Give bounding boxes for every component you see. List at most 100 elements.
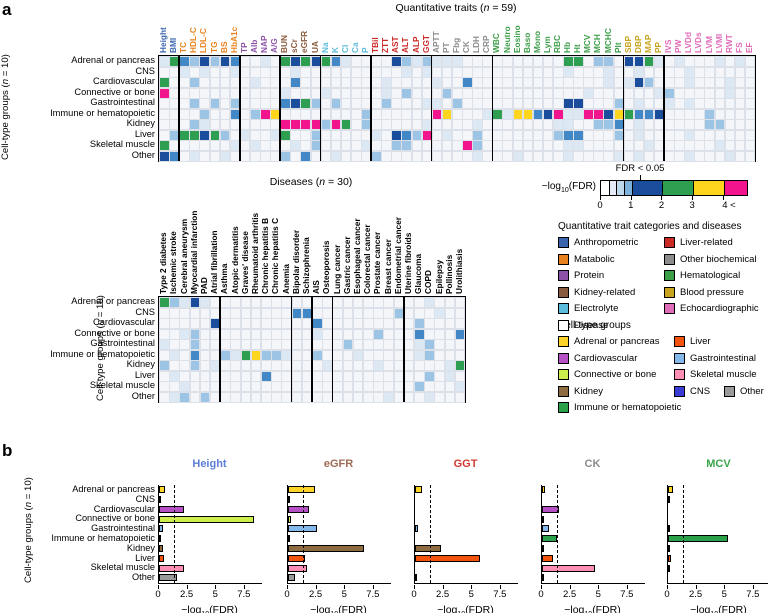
heatmap-cell [391, 87, 402, 99]
traits-title: Quantitative traits (n = 59) [395, 2, 517, 14]
x-axis-tick [287, 584, 288, 589]
heatmap-cell [280, 119, 291, 130]
heatmap-cell [240, 318, 252, 329]
heatmap-cell [249, 108, 261, 120]
heatmap-cell [664, 77, 675, 88]
heatmap-cell [401, 150, 413, 162]
heatmap-row-label: Liver [134, 369, 155, 380]
cell-type-label: Adrenal or pancreas [574, 336, 660, 347]
fdr-scale-tick [600, 195, 601, 200]
heatmap-cell [532, 56, 544, 67]
heatmap-cell [240, 391, 252, 403]
heatmap-cell [332, 318, 344, 329]
heatmap-row-label: Kidney [126, 359, 155, 369]
heatmap-cell [240, 307, 252, 319]
heatmap-cell [664, 87, 675, 99]
heatmap-cell [512, 56, 524, 67]
heatmap-cell [381, 108, 392, 120]
heatmap-cell [724, 66, 736, 78]
heatmap-row-label: Other [131, 390, 155, 401]
heatmap-cell [724, 87, 736, 99]
heatmap-cell [271, 349, 282, 361]
heatmap-cell [250, 360, 262, 371]
bar [415, 486, 423, 494]
heatmap-row-label: Cardiovascular [92, 76, 155, 86]
disease-column-label: Breast cancer [382, 239, 393, 294]
heatmap-cell [371, 129, 382, 141]
panel-a-label: a [2, 0, 12, 19]
x-axis-tick [724, 584, 726, 589]
heatmap-cell [424, 307, 435, 319]
heatmap-cell [352, 328, 364, 340]
trait-column-label: TC [178, 41, 189, 53]
cell-type-swatch [674, 369, 685, 380]
heatmap-cell [189, 77, 200, 88]
heatmap-cell [159, 318, 170, 329]
heatmap-cell [290, 87, 301, 99]
x-axis-tick-label: 0 [155, 589, 161, 600]
heatmap-cell [330, 108, 342, 120]
disease-column-label: Myocardial infarction [188, 210, 199, 294]
heatmap-cell [383, 297, 395, 308]
heatmap-cell [271, 297, 282, 308]
heatmap-cell [441, 129, 453, 141]
heatmap-cell [633, 129, 645, 141]
diseases-heatmap [158, 296, 466, 403]
heatmap-cell [280, 98, 291, 109]
trait-column-label: Mono [531, 30, 542, 53]
heatmap-cell [209, 77, 221, 88]
bar-chart-plot [667, 485, 768, 584]
heatmap-cell [714, 56, 726, 67]
fdr-scale-segment [624, 181, 632, 195]
trait-column-label: Fbg [451, 37, 461, 53]
heatmap-cell [260, 129, 271, 141]
heatmap-cell [583, 56, 594, 67]
heatmap-cell [714, 98, 726, 109]
heatmap-cell [472, 77, 483, 88]
heatmap-cell [179, 307, 191, 319]
heatmap-cell [401, 56, 413, 67]
heatmap-cell [391, 56, 402, 67]
heatmap-row-label: Immune or hematopoietic [50, 107, 155, 118]
heatmap-cell [250, 297, 262, 308]
heatmap-cell [320, 56, 332, 67]
disease-column-label: Schizophrenia [300, 237, 311, 294]
heatmap-cell [532, 119, 544, 130]
heatmap-cell [312, 339, 323, 350]
bar [668, 554, 672, 562]
heatmap-cell [441, 119, 453, 130]
heatmap-cell [179, 328, 191, 340]
heatmap-cell [189, 328, 201, 340]
heatmap-cell [320, 77, 332, 88]
heatmap-cell [352, 307, 364, 319]
heatmap-cell [563, 129, 574, 141]
heatmap-cell [414, 328, 425, 340]
disease-column-label: COPD [423, 270, 434, 294]
heatmap-cell [250, 370, 262, 382]
heatmap-cell [312, 328, 323, 340]
fdr-scale-tick-label: 4 < [722, 200, 736, 211]
heatmap-cell [260, 150, 271, 162]
x-axis-tick-label: 0 [411, 589, 417, 600]
trait-column-label: CK [461, 41, 472, 53]
heatmap-cell [320, 129, 332, 141]
disease-column-label: Colorectal cancer [362, 224, 373, 294]
heatmap-cell [342, 307, 354, 319]
fdr-annotation-pointer [639, 175, 641, 180]
heatmap-cell [603, 140, 615, 151]
heatmap-cell [383, 307, 395, 319]
heatmap-cell [674, 129, 685, 141]
trait-column-label: TBil [370, 37, 381, 53]
heatmap-cell [714, 66, 726, 78]
heatmap-cell [674, 140, 685, 151]
trait-column-label: HDL-C [188, 27, 199, 53]
heatmap-cell [694, 87, 705, 99]
heatmap-cell [623, 56, 635, 67]
heatmap-cell [431, 140, 443, 151]
heatmap-cell [704, 77, 716, 88]
heatmap-cell [250, 318, 262, 329]
heatmap-cell [434, 360, 446, 371]
heatmap-cell [363, 370, 374, 382]
heatmap-cell [704, 119, 716, 130]
trait-column-label: SBP [622, 35, 633, 53]
